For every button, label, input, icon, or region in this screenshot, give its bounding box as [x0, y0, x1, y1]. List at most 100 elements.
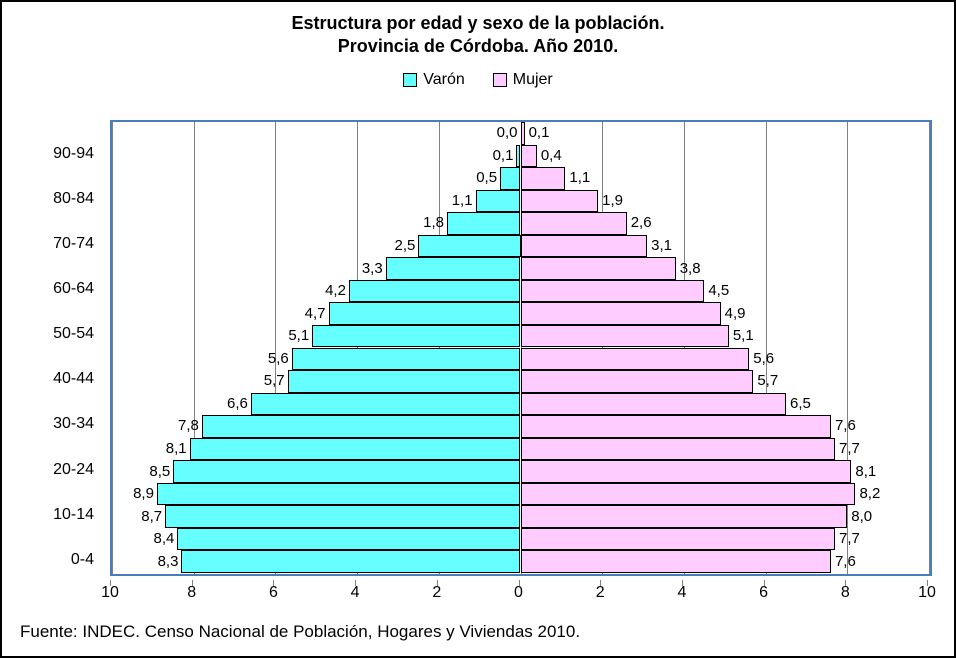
bar-label-female: 4,5: [708, 282, 729, 299]
x-axis-label: 8: [841, 584, 850, 602]
bar-label-male: 0,1: [493, 147, 514, 164]
bar-male: [181, 550, 520, 573]
bar-male: [157, 483, 521, 506]
bar-female: [521, 122, 525, 145]
bar-label-male: 1,8: [423, 214, 444, 231]
y-axis-label: 60-64: [53, 280, 94, 298]
x-axis-label: 0: [514, 584, 523, 602]
bar-label-female: 3,8: [680, 260, 701, 277]
title-line-2: Provincia de Córdoba. Año 2010.: [2, 35, 954, 58]
bar-male: [173, 460, 520, 483]
bar-label-female: 2,6: [631, 214, 652, 231]
bar-male: [500, 167, 520, 190]
bar-female: [521, 212, 627, 235]
y-axis-label: 30-34: [53, 415, 94, 433]
bar-female: [521, 415, 831, 438]
bar-female: [521, 235, 648, 258]
bar-male: [202, 415, 521, 438]
bar-male: [476, 190, 521, 213]
bar-female: [521, 167, 566, 190]
bar-label-female: 1,9: [602, 192, 623, 209]
bar-label-female: 5,1: [733, 327, 754, 344]
bar-male: [177, 528, 520, 551]
bar-label-male: 4,7: [305, 305, 326, 322]
x-axis-label: 2: [432, 584, 441, 602]
x-axis-label: 4: [677, 584, 686, 602]
bar-label-female: 7,6: [835, 553, 856, 570]
bar-label-male: 4,2: [325, 282, 346, 299]
chart-frame: Estructura por edad y sexo de la poblaci…: [0, 0, 956, 658]
bar-female: [521, 280, 705, 303]
y-axis-label: 0-4: [71, 551, 94, 569]
source-text: Fuente: INDEC. Censo Nacional de Poblaci…: [20, 622, 580, 642]
bar-male: [288, 370, 521, 393]
bar-female: [521, 370, 754, 393]
chart-title: Estructura por edad y sexo de la poblaci…: [2, 2, 954, 57]
bar-female: [521, 145, 537, 168]
bar-label-male: 8,7: [141, 508, 162, 525]
y-axis-label: 90-94: [53, 145, 94, 163]
bar-male: [251, 393, 521, 416]
bar-label-female: 0,1: [529, 124, 550, 141]
bar-male: [292, 348, 521, 371]
bar-female: [521, 190, 599, 213]
x-axis-label: 10: [101, 584, 119, 602]
bars-layer: 8,37,68,47,78,78,08,98,28,58,18,17,77,87…: [112, 122, 930, 574]
y-axis: 0-4 10-14 20-24 30-34 40-44 50-54 60-64 70-74 80…: [2, 120, 102, 576]
x-axis-label: 10: [918, 584, 936, 602]
bar-female: [521, 348, 750, 371]
bar-female: [521, 505, 848, 528]
bar-label-female: 7,6: [835, 417, 856, 434]
legend-swatch-female: [493, 73, 507, 87]
bar-label-male: 8,4: [154, 530, 175, 547]
bar-female: [521, 528, 836, 551]
bar-label-male: 5,6: [268, 350, 289, 367]
bar-label-male: 2,5: [395, 237, 416, 254]
plot-area: 8,37,68,47,78,78,08,98,28,58,18,17,77,87…: [110, 120, 932, 576]
y-axis-label: 40-44: [53, 370, 94, 388]
bar-label-male: 0,0: [497, 124, 518, 141]
bar-label-female: 5,7: [757, 372, 778, 389]
x-axis-label: 2: [596, 584, 605, 602]
bar-female: [521, 302, 721, 325]
bar-female: [521, 393, 787, 416]
bar-male: [447, 212, 521, 235]
bar-label-female: 5,6: [753, 350, 774, 367]
bar-label-male: 8,9: [133, 485, 154, 502]
bar-female: [521, 460, 852, 483]
y-axis-label: 80-84: [53, 190, 94, 208]
bar-label-male: 6,6: [227, 395, 248, 412]
bar-label-female: 3,1: [651, 237, 672, 254]
bar-female: [521, 325, 729, 348]
bar-male: [418, 235, 520, 258]
legend-item-female: Mujer: [493, 71, 553, 89]
bar-female: [521, 550, 831, 573]
y-axis-label: 70-74: [53, 235, 94, 253]
bar-male: [165, 505, 520, 528]
bar-label-male: 1,1: [452, 192, 473, 209]
bar-label-female: 8,2: [859, 485, 880, 502]
legend-item-male: Varón: [403, 71, 465, 89]
x-axis-label: 8: [187, 584, 196, 602]
y-axis-label: 20-24: [53, 461, 94, 479]
bar-male: [329, 302, 521, 325]
x-axis-label: 4: [351, 584, 360, 602]
y-axis-label: 10-14: [53, 506, 94, 524]
x-axis-label: 6: [269, 584, 278, 602]
bar-male: [349, 280, 521, 303]
y-axis-label: 50-54: [53, 325, 94, 343]
legend-label-male: Varón: [423, 71, 465, 89]
bar-label-male: 5,7: [264, 372, 285, 389]
bar-label-male: 3,3: [362, 260, 383, 277]
legend-label-female: Mujer: [513, 71, 553, 89]
bar-male: [190, 438, 521, 461]
legend-swatch-male: [403, 73, 417, 87]
bar-male: [386, 257, 521, 280]
bar-label-male: 5,1: [288, 327, 309, 344]
bar-label-male: 8,1: [166, 440, 187, 457]
x-axis-label: 6: [759, 584, 768, 602]
bar-female: [521, 257, 676, 280]
bar-female: [521, 483, 856, 506]
bar-label-male: 8,5: [149, 463, 170, 480]
bar-label-female: 8,1: [855, 463, 876, 480]
